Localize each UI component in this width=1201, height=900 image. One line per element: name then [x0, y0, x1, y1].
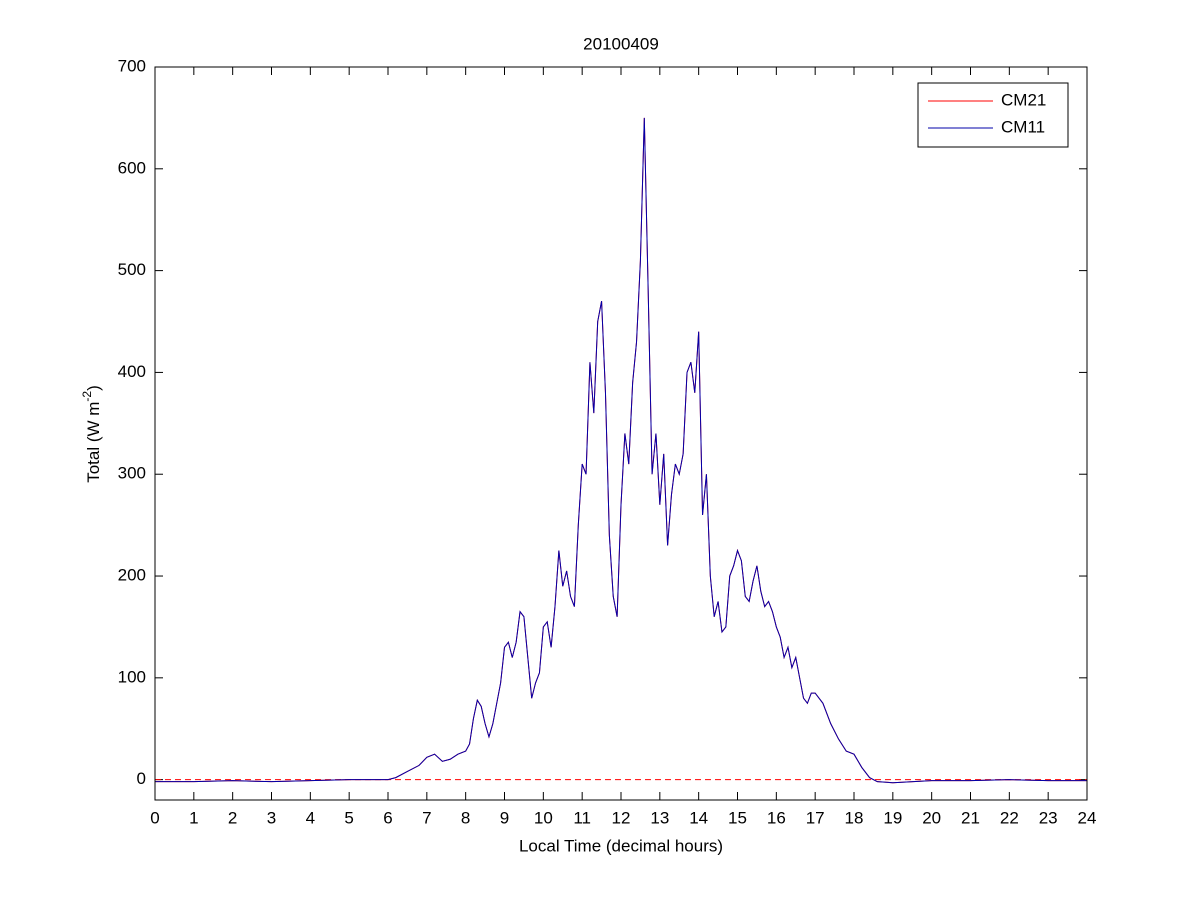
- y-tick-label: 300: [118, 464, 146, 483]
- y-label-close: ): [84, 385, 103, 391]
- x-axis-label: Local Time (decimal hours): [519, 836, 723, 855]
- series-line: [155, 117, 1087, 784]
- y-tick-label: 100: [118, 667, 146, 686]
- x-tick-label: 2: [228, 808, 237, 827]
- x-tick-label: 12: [612, 808, 631, 827]
- y-label-main: Total (W m: [84, 402, 103, 483]
- y-tick-label: 0: [137, 769, 146, 788]
- x-tick-label: 3: [267, 808, 276, 827]
- x-tick-label: 20: [922, 808, 941, 827]
- x-tick-label: 7: [422, 808, 431, 827]
- y-label-sup: -2: [80, 391, 94, 402]
- y-tick-label: 200: [118, 566, 146, 585]
- x-tick-label: 22: [1000, 808, 1019, 827]
- x-tick-label: 16: [767, 808, 786, 827]
- y-tick-label: 400: [118, 362, 146, 381]
- x-tick-label: 8: [461, 808, 470, 827]
- plot-frame: [154, 66, 1088, 801]
- x-tick-label: 1: [189, 808, 198, 827]
- y-axis-label: Total (W m-2): [80, 385, 103, 483]
- x-tick-label: 13: [650, 808, 669, 827]
- x-tick-label: 19: [883, 808, 902, 827]
- x-tick-label: 21: [961, 808, 980, 827]
- x-tick-label: 11: [573, 808, 591, 827]
- legend-label: CM21: [1001, 90, 1046, 109]
- x-tick-label: 17: [806, 808, 825, 827]
- chart-title: 20100409: [583, 34, 659, 53]
- x-tick-label: 0: [150, 808, 159, 827]
- x-tick-label: 15: [728, 808, 747, 827]
- x-tick-label: 14: [689, 808, 708, 827]
- x-tick-label: 24: [1078, 808, 1097, 827]
- y-tick-label: 700: [118, 56, 146, 75]
- legend-box: [917, 82, 1069, 148]
- x-tick-label: 10: [534, 808, 553, 827]
- y-tick-label: 600: [118, 158, 146, 177]
- x-tick-label: 9: [500, 808, 509, 827]
- x-tick-label: 23: [1039, 808, 1058, 827]
- x-tick-label: 6: [383, 808, 392, 827]
- y-tick-label: 500: [118, 260, 146, 279]
- x-tick-label: 5: [344, 808, 353, 827]
- legend-label: CM11: [1001, 117, 1045, 136]
- x-tick-label: 18: [845, 808, 864, 827]
- x-tick-label: 4: [306, 808, 315, 827]
